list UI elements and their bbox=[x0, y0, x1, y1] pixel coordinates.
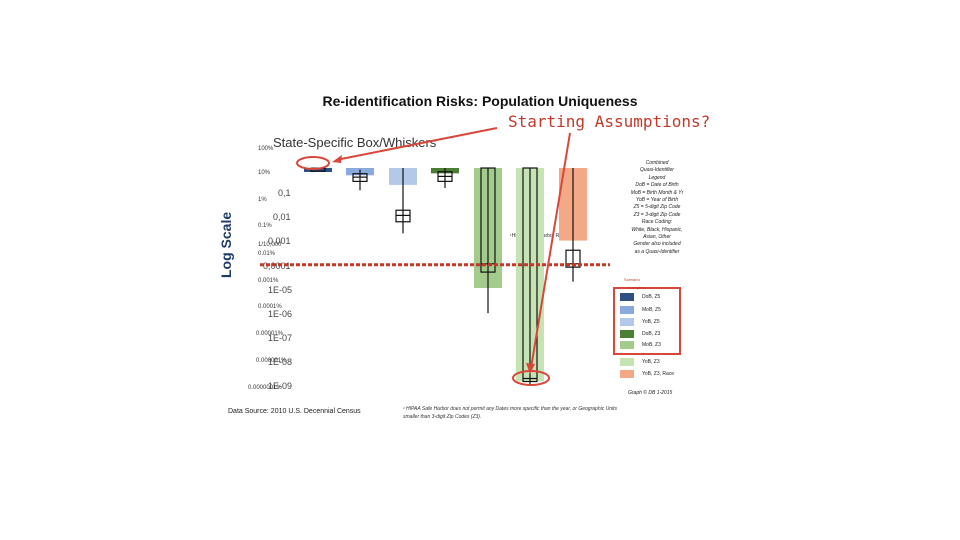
callout-arrowhead-left bbox=[332, 155, 342, 163]
highlight-ellipse-top bbox=[296, 156, 330, 170]
legend-header: Combined Quasi-Identifier Legend DoB = D… bbox=[612, 160, 702, 256]
hipaa-threshold-label: 1/10,000 bbox=[258, 242, 282, 248]
chart-title: Re-identification Risks: Population Uniq… bbox=[322, 93, 638, 109]
legend-swatch bbox=[620, 306, 634, 314]
box bbox=[522, 167, 538, 383]
box bbox=[480, 167, 496, 273]
legend-label: YoB, Z5 bbox=[642, 319, 660, 325]
legend-item-dob-z3: DoB, Z3 bbox=[620, 329, 660, 339]
tick-label: 1E-05 bbox=[268, 285, 293, 295]
percent-label-0-1: 0.1% bbox=[258, 223, 272, 229]
legend-label: DoB, Z5 bbox=[642, 294, 661, 300]
percent-label-1: 1% bbox=[258, 197, 267, 203]
tick-label: 1E-06 bbox=[268, 309, 293, 319]
tick-label: 0,001 bbox=[268, 236, 291, 246]
legend-line: DoB = Date of Birth bbox=[635, 182, 679, 189]
legend-line: Quasi-Identifier bbox=[640, 167, 674, 174]
percent-label-10: 10% bbox=[258, 170, 271, 176]
legend-label: YoB, Z3, Race bbox=[642, 371, 675, 377]
percent-label-0-0000001: 0.0000001% bbox=[248, 385, 282, 391]
legend-scenario-label-2: examples bbox=[627, 285, 645, 290]
legend-swatch bbox=[620, 330, 634, 338]
legend-swatch bbox=[620, 318, 634, 326]
footnote: ¹ HIPAA Safe Harbor does not permit any … bbox=[403, 406, 617, 420]
tick-label: 0,0001 bbox=[263, 261, 291, 271]
legend-item-mob-z5: MoB, Z5 bbox=[620, 305, 661, 315]
legend-swatch bbox=[620, 341, 634, 349]
legend-line: Z3 = 3-digit Zip Code bbox=[633, 211, 681, 218]
tick-label: 0,1 bbox=[278, 188, 291, 198]
graph-copyright-note: Graph © DB 1-2015 bbox=[628, 390, 673, 396]
tick-label: 1E-07 bbox=[268, 333, 293, 343]
legend-scenario-label: Scenario bbox=[624, 277, 640, 282]
percent-label-0-00001: 0.00001% bbox=[256, 331, 284, 337]
legend-line: Legend bbox=[648, 174, 666, 181]
callout-arrow-left bbox=[335, 127, 498, 161]
tick-label: 1E-09 bbox=[268, 381, 293, 391]
legend-line: as a Quasi-Identifier bbox=[634, 248, 680, 255]
legend-label: MoB, Z5 bbox=[642, 307, 661, 313]
tick-label: 1E-08 bbox=[268, 357, 293, 367]
legend-label: DoB, Z3 bbox=[642, 331, 661, 337]
legend-swatch bbox=[620, 370, 634, 378]
legend-swatch bbox=[620, 358, 634, 366]
percent-label-100: 100% bbox=[258, 146, 274, 152]
legend-line: White, Black, Hispanic, bbox=[631, 226, 683, 233]
percent-label-0-001: 0.001% bbox=[258, 278, 279, 284]
legend-item-yob-z5: YoB, Z5 bbox=[620, 317, 660, 327]
percent-label-0-01: 0.01% bbox=[258, 251, 276, 257]
bar-dob-z5 bbox=[304, 168, 332, 172]
legend-item-dob-z5: DoB, Z5 bbox=[620, 292, 660, 302]
legend-line: Asian, Other bbox=[643, 234, 671, 241]
callout-text: Starting Assumptions? bbox=[508, 112, 711, 131]
box bbox=[565, 249, 581, 268]
chart-subtitle: State-Specific Box/Whiskers bbox=[273, 135, 437, 150]
percent-label-0-000001: 0.000001% bbox=[256, 358, 287, 364]
legend-swatch bbox=[620, 293, 634, 301]
callout-arrow-down bbox=[530, 132, 571, 369]
legend-item-mob-z3: MoB, Z3 bbox=[620, 340, 661, 350]
legend-line: Combined bbox=[645, 160, 669, 166]
hipaa-estimate-label: ¹HIPAA Safe Harbor Risk Estimate bbox=[510, 233, 587, 239]
callout-arrowhead-down bbox=[526, 363, 535, 374]
legend-line: MoB = Birth Month & Yr bbox=[630, 189, 684, 196]
legend-item-yob-z3-race: YoB, Z3, Race bbox=[620, 369, 674, 379]
legend-item-yob-z3: YoB, Z3 bbox=[620, 357, 660, 367]
data-source: Data Source: 2010 U.S. Decennial Census bbox=[228, 408, 361, 415]
legend-line: YoB = Year of Birth bbox=[635, 197, 679, 204]
tick-label: 0,01 bbox=[273, 212, 291, 222]
legend-label: YoB, Z3 bbox=[642, 359, 660, 365]
legend-line: Race Coding: bbox=[641, 219, 673, 226]
legend-label: MoB, Z3 bbox=[642, 342, 661, 348]
legend-line: Gender also included bbox=[633, 241, 681, 248]
legend-line: Z5 = 5-digit Zip Code bbox=[633, 204, 681, 211]
percent-label-0-0001: 0.0001% bbox=[258, 304, 282, 310]
legend-highlight-box bbox=[613, 287, 681, 355]
